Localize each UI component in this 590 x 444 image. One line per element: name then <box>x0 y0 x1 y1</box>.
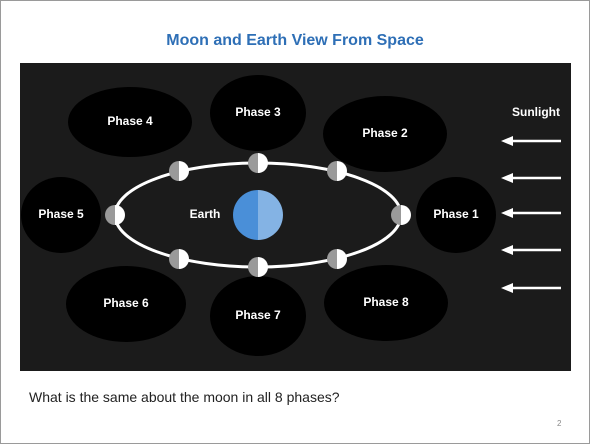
phase-label: Phase 4 <box>107 114 153 128</box>
diagram: Phase 1 Phase 2 Phase 3 Phase 4 Phase 5 Phase… <box>20 63 571 371</box>
phase-label: Phase 7 <box>235 308 281 322</box>
earth-label: Earth <box>190 207 221 221</box>
page-number: 2 <box>557 419 561 428</box>
phase-label: Phase 2 <box>362 126 408 140</box>
phase-label: Phase 5 <box>38 207 84 221</box>
sunlight-label: Sunlight <box>512 105 560 119</box>
phase-label: Phase 1 <box>433 207 479 221</box>
question: What is the same about the moon in all 8… <box>29 389 340 405</box>
slide: Moon and Earth View From Space Phase 1Ph… <box>0 0 590 444</box>
slide-title: Moon and Earth View From Space <box>1 32 589 50</box>
phase-label: Phase 3 <box>235 105 281 119</box>
phase-label: Phase 6 <box>103 296 149 310</box>
phase-label: Phase 8 <box>363 295 409 309</box>
